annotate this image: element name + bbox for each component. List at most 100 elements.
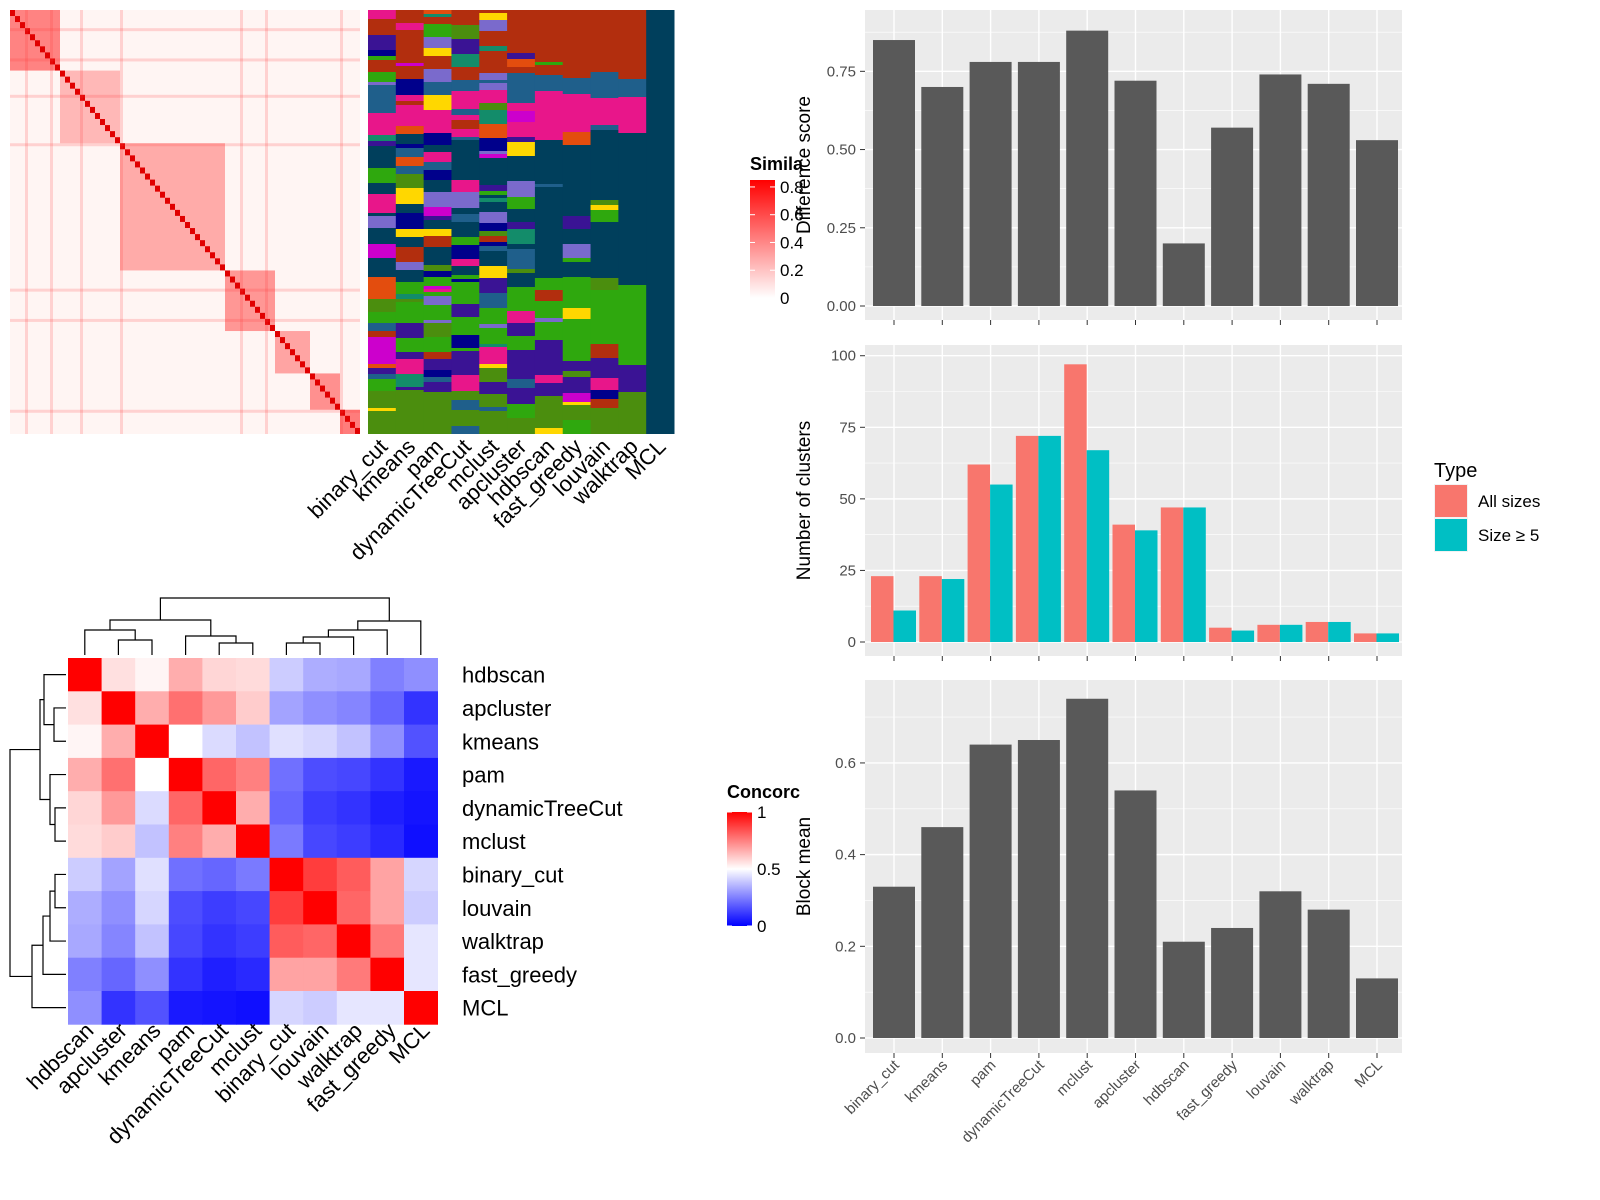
concordance-cell	[168, 724, 203, 759]
membership-cell	[646, 308, 675, 311]
concordance-cell	[404, 724, 438, 759]
membership-cell	[368, 277, 397, 283]
membership-cell	[590, 290, 619, 294]
membership-cell	[368, 364, 397, 368]
similarity-streak	[10, 409, 360, 413]
membership-cell	[423, 337, 452, 352]
similarity-diagonal-cell	[40, 46, 45, 53]
legend-key	[1435, 485, 1467, 517]
membership-cell	[534, 53, 564, 62]
concordance-cell	[68, 658, 102, 692]
membership-cell	[368, 105, 397, 113]
type-legend-title: Type	[1434, 460, 1477, 482]
concordance-cell	[168, 891, 203, 925]
membership-cell	[451, 351, 480, 356]
membership-cell	[618, 51, 647, 64]
concordance-cell	[236, 757, 270, 792]
membership-cell	[451, 120, 480, 129]
membership-cell	[368, 85, 397, 89]
membership-cell	[534, 396, 564, 399]
membership-cell	[646, 36, 675, 50]
membership-cell	[507, 222, 536, 229]
membership-cell	[479, 347, 508, 359]
similarity-diagonal-cell	[50, 58, 55, 65]
bar	[873, 40, 915, 306]
membership-cell	[451, 25, 480, 39]
membership-cell	[562, 132, 592, 145]
membership-cell	[646, 129, 675, 135]
membership-cell	[395, 294, 425, 299]
concordance-cell	[202, 658, 237, 692]
membership-cell	[423, 296, 452, 305]
concordance-cell	[202, 791, 237, 825]
bar-all-sizes	[1209, 627, 1232, 642]
membership-cell	[395, 174, 425, 188]
membership-cell	[507, 273, 536, 287]
bar	[1017, 61, 1060, 306]
membership-cell	[395, 426, 425, 434]
membership-cell	[562, 33, 592, 42]
membership-cell	[479, 328, 508, 344]
membership-cell	[451, 385, 480, 391]
membership-cell	[395, 270, 425, 282]
membership-cell	[562, 292, 592, 300]
similarity-streak	[10, 288, 360, 292]
membership-cell	[646, 365, 675, 370]
similarity-diagonal-cell	[255, 306, 260, 313]
membership-cell	[368, 258, 397, 264]
concordance-cell	[68, 957, 102, 992]
similarity-diagonal-cell	[245, 294, 250, 301]
membership-cell	[451, 288, 480, 304]
similarity-diagonal-cell	[345, 415, 350, 422]
similarity-diagonal-cell	[320, 385, 325, 392]
similarity-diagonal-cell	[270, 324, 275, 331]
bar-all-sizes	[1160, 507, 1184, 642]
concordance-cell	[404, 957, 438, 992]
similarity-diagonal-cell	[335, 403, 340, 410]
dendrogram-branch	[327, 629, 388, 655]
concordance-col-label: MCL	[384, 1018, 435, 1069]
membership-cell	[479, 212, 508, 223]
membership-cell	[646, 25, 675, 33]
membership-cell	[451, 214, 480, 222]
dendrogram-branch	[285, 642, 321, 655]
membership-cell	[423, 377, 452, 382]
membership-cell	[368, 216, 397, 228]
membership-cell	[451, 304, 480, 317]
membership-cell	[590, 367, 619, 378]
concordance-cell	[370, 691, 405, 725]
membership-cell	[423, 88, 452, 95]
concordance-cell	[236, 891, 270, 925]
membership-cell	[507, 269, 536, 273]
similarity-streak	[120, 10, 123, 434]
membership-cell	[395, 310, 425, 323]
membership-cell	[395, 188, 425, 204]
concordance-cell	[202, 724, 237, 759]
membership-cell	[395, 166, 425, 174]
membership-cell	[534, 187, 564, 202]
membership-cell	[423, 417, 452, 424]
membership-cell	[479, 344, 508, 347]
membership-cell	[395, 79, 425, 95]
membership-cell	[423, 207, 452, 216]
membership-cell	[618, 388, 647, 392]
bar	[1162, 941, 1205, 1038]
membership-cell	[534, 322, 564, 337]
membership-cell	[451, 410, 480, 426]
membership-cell	[368, 391, 397, 405]
concordance-cell	[269, 824, 304, 859]
membership-cell	[451, 400, 480, 410]
y-axis-label: Number of clusters	[794, 421, 815, 580]
membership-cell	[368, 60, 397, 72]
membership-cell	[395, 323, 425, 338]
membership-cell	[618, 163, 647, 176]
membership-cell	[368, 368, 397, 374]
membership-cell	[646, 347, 675, 357]
similarity-diagonal-cell	[175, 209, 180, 216]
membership-cell	[507, 287, 536, 297]
membership-cell	[590, 130, 619, 141]
similarity-diagonal-cell	[355, 427, 360, 434]
membership-cell	[590, 57, 619, 72]
membership-cell	[423, 265, 452, 271]
membership-cell	[395, 403, 425, 418]
